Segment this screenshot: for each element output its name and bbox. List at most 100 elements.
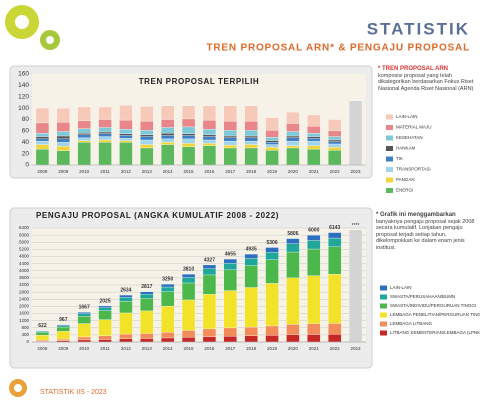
bar-segment [286, 137, 300, 142]
legend-swatch [380, 285, 387, 291]
bar-segment [161, 119, 175, 128]
bar-segment [98, 142, 112, 166]
bar-segment [77, 120, 91, 129]
x-tick-label: 2016 [204, 169, 215, 174]
legend-label: LAIN-LAIN [396, 114, 418, 119]
y-tick-label: 400 [21, 332, 29, 337]
bar-segment [77, 134, 91, 138]
bar-segment [223, 144, 237, 149]
bar-segment [98, 127, 112, 133]
bar-segment [119, 105, 133, 121]
bar-segment [202, 129, 217, 136]
bar-segment [328, 246, 342, 275]
legend-label: PANGAN [396, 177, 415, 182]
x-tick-label: 2019 [267, 346, 278, 351]
bar-segment [286, 135, 300, 138]
bar-segment [35, 339, 50, 342]
bar-segment [140, 294, 154, 299]
bar-segment [161, 135, 175, 139]
x-tick-label: 2015 [184, 346, 195, 351]
bar-segment [77, 140, 91, 143]
x-tick-label: 2017 [225, 346, 236, 351]
bar-segment [119, 138, 133, 141]
bar-segment [161, 132, 175, 136]
legend-label: HANKAM [396, 146, 416, 151]
x-tick-label: 2019 [267, 169, 278, 174]
bar-segment [328, 147, 342, 151]
bar-segment [223, 336, 237, 343]
bar-segment [119, 338, 133, 343]
bar-segment [98, 305, 112, 308]
bar-segment [35, 122, 50, 134]
legend-label: SWASTA/PERUSAHAAN/BUMN [390, 294, 455, 299]
bar-segment [35, 144, 50, 150]
total-label: 3250 [162, 276, 173, 282]
total-label: 4327 [204, 257, 215, 263]
bar-segment [223, 269, 237, 291]
chart-title: TREN PROPOSAL TERPILIH [139, 77, 260, 86]
y-tick-label: 160 [18, 71, 29, 78]
bar-segment [202, 268, 217, 276]
bar-segment [98, 119, 112, 128]
bar-segment [348, 100, 363, 166]
bar-segment [140, 147, 154, 166]
page-title: STATISTIK [367, 19, 470, 38]
bar-segment [181, 282, 196, 301]
bar-segment [77, 128, 91, 134]
total-label: 967 [59, 317, 68, 323]
bar-segment [307, 234, 321, 241]
bar-segment [307, 240, 321, 250]
bar-segment [35, 138, 50, 142]
legend-swatch [386, 114, 393, 120]
bar-segment [161, 144, 175, 166]
total-label: 5306 [267, 240, 278, 246]
bar-segment [140, 121, 154, 131]
legend-swatch [380, 294, 387, 300]
x-tick-label: 2011 [100, 169, 110, 174]
legend-swatch [386, 146, 393, 151]
bar-segment [244, 265, 258, 288]
bar-segment [161, 127, 175, 134]
note-title: * Grafik ini menggambarkan [376, 212, 456, 218]
bar-segment [140, 139, 154, 145]
bar-segment [265, 136, 279, 141]
bar-segment [77, 323, 91, 338]
x-tick-label: 2009 [58, 346, 69, 351]
y-tick-label: 2000 [19, 304, 30, 309]
bar-segment [244, 326, 258, 337]
total-label: 5806 [287, 231, 298, 237]
bar-segment [202, 134, 217, 137]
bar-segment [328, 143, 342, 148]
bar-segment [202, 336, 217, 343]
bar-segment [286, 243, 300, 253]
bar-segment [328, 119, 342, 132]
y-tick-label: 0 [25, 162, 29, 169]
note-text: komposisi proposal yang telah dikategori… [378, 72, 474, 92]
bar-segment [286, 147, 300, 166]
note-text: banyaknya pengaju proposal sejak 2008 se… [376, 218, 475, 251]
y-tick-label: 2800 [19, 289, 30, 294]
y-tick-label: 5200 [19, 247, 30, 252]
bar-segment [119, 140, 133, 143]
bar-segment [223, 327, 237, 337]
bar-segment [98, 310, 112, 320]
legend-swatch [380, 312, 387, 318]
bar-segment [140, 298, 154, 312]
bar-segment [56, 146, 70, 151]
bar-segment [223, 140, 237, 146]
bar-segment [161, 138, 175, 143]
bar-segment [328, 323, 342, 335]
bar-segment [202, 145, 217, 166]
bar-segment [202, 294, 217, 330]
bar-segment [307, 334, 321, 343]
bar-segment [265, 117, 279, 131]
bar-segment [35, 332, 50, 336]
total-label: 622 [38, 323, 47, 329]
bar-segment [119, 119, 133, 130]
x-tick-label: 2018 [246, 169, 257, 174]
bar-segment [181, 277, 196, 284]
bar-segment [181, 135, 196, 139]
bar-segment [77, 312, 91, 314]
bar-segment [98, 307, 112, 311]
bar-segment [181, 330, 196, 338]
